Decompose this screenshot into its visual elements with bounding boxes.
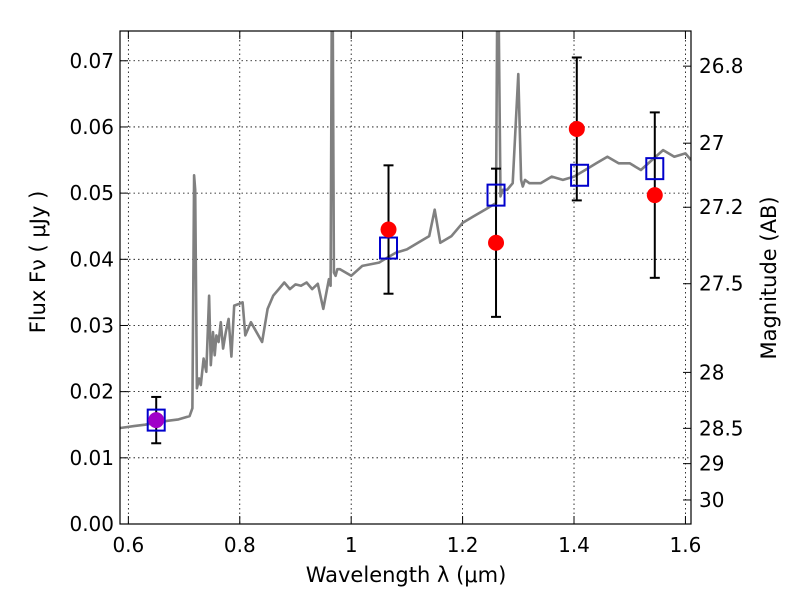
plot-frame — [119, 30, 692, 525]
observed-point-3 — [568, 120, 585, 137]
model-point-2 — [486, 183, 506, 207]
y-axis-label-left: Flux Fν ( μJy ) — [26, 191, 50, 334]
magnitude-tick-label: 27 — [699, 131, 724, 155]
observed-point-1 — [380, 221, 397, 238]
model-point-1 — [379, 236, 399, 260]
model-point-4 — [645, 157, 665, 181]
y-axis-label-right: Magnitude (AB) — [757, 196, 781, 359]
axes: 0.6 0.8 1 1.2 1.4 1.6 0.00 0.01 0.02 0.03 0.04 0.05… — [69, 30, 744, 557]
magnitude-tick-label: 30 — [699, 488, 724, 512]
magnitude-tick-label: 29 — [699, 452, 724, 476]
magnitude-tick-label: 28 — [699, 360, 724, 384]
magnitude-tick-label: 27.5 — [699, 272, 744, 296]
magnitude-tick-label: 26.8 — [699, 54, 744, 78]
model-point-3 — [570, 163, 590, 187]
x-tick-label: 1.6 — [670, 533, 702, 557]
x-tick-label: 0.6 — [112, 533, 144, 557]
y-tick-label: 0.01 — [69, 446, 114, 470]
photometry-layer — [146, 56, 665, 445]
x-tick-label: 1 — [345, 533, 358, 557]
x-tick-label: 1.4 — [558, 533, 590, 557]
y-tick-label: 0.06 — [69, 115, 114, 139]
spectrum-layer — [120, 31, 691, 430]
magnitude-tick-label: 28.5 — [699, 416, 744, 440]
y-tick-label: 0.05 — [69, 181, 114, 205]
grid-lines — [120, 31, 691, 525]
model-point-0 — [146, 408, 166, 432]
observed-point-4 — [646, 187, 663, 204]
y-tick-label: 0.00 — [69, 512, 114, 536]
y-tick-label: 0.03 — [69, 313, 114, 337]
observed-point-2 — [488, 234, 505, 251]
x-tick-label: 1.2 — [447, 533, 479, 557]
magnitude-tick-label: 27.2 — [699, 195, 744, 219]
y-tick-label: 0.04 — [69, 247, 114, 271]
y-tick-label: 0.07 — [69, 49, 114, 73]
observed-point-0 — [148, 412, 165, 429]
y-tick-label: 0.02 — [69, 380, 114, 404]
model-spectrum-line — [120, 31, 691, 430]
x-tick-label: 0.8 — [224, 533, 256, 557]
x-axis-label: Wavelength λ (μm) — [306, 563, 507, 587]
